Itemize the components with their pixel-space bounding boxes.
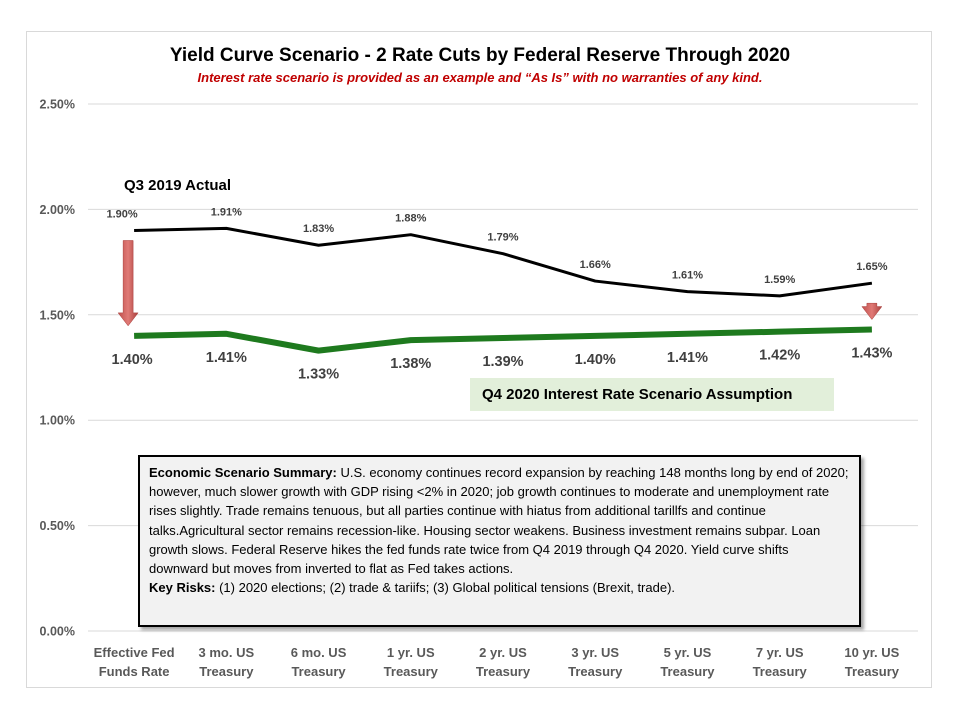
data-label-actual: 1.90% bbox=[107, 208, 138, 220]
series-annotation-actual: Q3 2019 Actual bbox=[124, 177, 231, 194]
x-tick-label: 3 mo. US Treasury bbox=[199, 645, 255, 679]
x-tick-label: 5 yr. US Treasury bbox=[660, 645, 715, 679]
x-tick-label: 7 yr. US Treasury bbox=[753, 645, 808, 679]
y-tick-label: 0.50% bbox=[40, 519, 75, 533]
data-label-scenario: 1.38% bbox=[390, 356, 431, 372]
data-label-scenario: 1.33% bbox=[298, 367, 339, 383]
data-label-actual: 1.91% bbox=[211, 206, 242, 218]
x-tick-label: 6 mo. US Treasury bbox=[291, 645, 347, 679]
data-label-actual: 1.79% bbox=[487, 232, 518, 244]
series-line-actual bbox=[134, 226, 873, 298]
data-label-actual: 1.61% bbox=[672, 270, 703, 282]
data-label-actual: 1.83% bbox=[303, 223, 334, 235]
x-axis-ticks: Effective Fed Funds Rate 3 mo. US Treasury 6… bbox=[94, 645, 900, 679]
x-tick-label: Effective Fed Funds Rate bbox=[94, 645, 175, 679]
series-annotation-scenario: Q4 2020 Interest Rate Scenario Assumptio… bbox=[470, 378, 834, 411]
data-label-scenario: 1.40% bbox=[112, 352, 153, 368]
x-tick-label: 3 yr. US Treasury bbox=[568, 645, 623, 679]
data-label-scenario: 1.42% bbox=[759, 348, 800, 364]
economic-summary-box: Economic Scenario Summary: U.S. economy … bbox=[138, 455, 861, 627]
rate-cut-arrow bbox=[117, 240, 139, 327]
key-risks-heading: Key Risks: bbox=[149, 580, 216, 596]
summary-heading: Economic Scenario Summary: bbox=[149, 465, 337, 480]
series-line-scenario bbox=[134, 326, 872, 354]
y-tick-label: 1.00% bbox=[40, 414, 75, 428]
data-label-actual: 1.66% bbox=[580, 259, 611, 271]
x-tick-label: 2 yr. US Treasury bbox=[476, 645, 531, 679]
data-label-scenario: 1.40% bbox=[575, 352, 616, 368]
series-lines bbox=[134, 226, 873, 354]
x-tick-label: 10 yr. US Treasury bbox=[844, 645, 899, 679]
y-tick-label: 2.50% bbox=[40, 98, 75, 112]
data-label-scenario: 1.41% bbox=[667, 350, 708, 366]
data-label-scenario: 1.41% bbox=[206, 350, 247, 366]
summary-text: U.S. economy continues record expansion … bbox=[149, 465, 849, 577]
y-tick-label: 1.50% bbox=[40, 308, 75, 322]
data-label-actual: 1.65% bbox=[856, 261, 887, 273]
data-label-actual: 1.59% bbox=[764, 274, 795, 286]
y-axis-ticks: 0.00% 0.50% 1.00% 1.50% 2.00% 2.50% bbox=[40, 98, 75, 639]
data-label-scenario: 1.39% bbox=[482, 354, 523, 370]
chart-title: Yield Curve Scenario - 2 Rate Cuts by Fe… bbox=[170, 45, 790, 66]
key-risks-text: (1) 2020 elections; (2) trade & tariifs;… bbox=[215, 580, 676, 596]
rate-cut-arrow bbox=[861, 302, 883, 320]
y-tick-label: 2.00% bbox=[40, 203, 75, 217]
x-tick-label: 1 yr. US Treasury bbox=[384, 645, 439, 679]
chart-frame bbox=[26, 31, 932, 688]
data-label-scenario: 1.43% bbox=[851, 346, 892, 362]
rate-cut-arrows bbox=[117, 240, 883, 327]
data-labels: 1.90% 1.91% 1.83% 1.88% 1.79% 1.66% 1.61% 1.59%… bbox=[107, 206, 893, 382]
chart-subtitle: Interest rate scenario is provided as an… bbox=[198, 70, 763, 85]
data-label-actual: 1.88% bbox=[395, 213, 426, 225]
y-tick-label: 0.00% bbox=[40, 625, 75, 639]
